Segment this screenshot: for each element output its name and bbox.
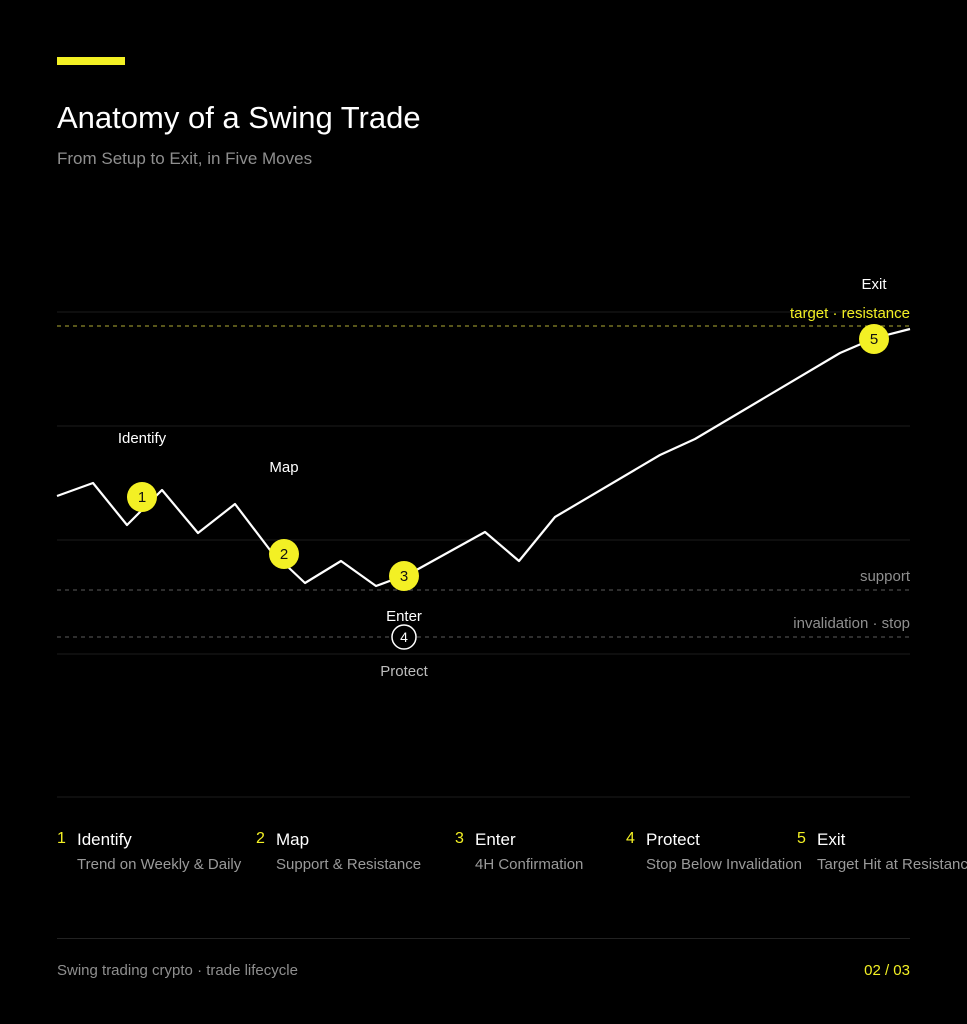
- marker-2-label: Map: [269, 459, 298, 476]
- step-title: Map: [276, 830, 310, 849]
- step-description: Trend on Weekly & Daily: [77, 856, 242, 873]
- page-subtitle: From Setup to Exit, in Five Moves: [57, 149, 313, 168]
- grid-lines: [57, 311, 910, 798]
- step-description: Stop Below Invalidation: [646, 856, 802, 873]
- marker-4: 4: [391, 624, 417, 650]
- step-number: 1: [57, 830, 66, 847]
- step-description: 4H Confirmation: [475, 856, 584, 873]
- step-number: 2: [256, 830, 265, 847]
- footer-divider: [57, 938, 910, 939]
- page-indicator: 02 / 03: [864, 962, 910, 979]
- svg-text:2: 2: [280, 546, 288, 563]
- step-number: 3: [455, 830, 464, 847]
- support-label: support: [860, 568, 911, 585]
- step-title: Exit: [817, 830, 846, 849]
- marker-4-label: Protect: [380, 663, 428, 680]
- step-title: Protect: [646, 830, 700, 849]
- marker-3-label: Enter: [386, 608, 422, 625]
- step-description: Target Hit at Resistance: [817, 856, 967, 873]
- step-title: Enter: [475, 830, 516, 849]
- marker-2: 2: [269, 539, 299, 569]
- marker-5-label: Exit: [861, 276, 887, 293]
- step-number: 4: [626, 830, 635, 847]
- step-description: Support & Resistance: [276, 856, 422, 873]
- svg-text:1: 1: [138, 489, 146, 506]
- price-path: [56, 327, 911, 588]
- marker-1: 1: [127, 482, 157, 512]
- step-title: Identify: [77, 830, 132, 849]
- page-title: Anatomy of a Swing Trade: [57, 100, 421, 135]
- svg-text:4: 4: [400, 629, 408, 645]
- target-resistance-label: target · resistance: [790, 305, 910, 322]
- svg-text:5: 5: [870, 331, 878, 348]
- marker-3: 3: [389, 561, 419, 591]
- footer-caption: Swing trading crypto · trade lifecycle: [57, 962, 298, 979]
- accent-bar: [57, 57, 125, 65]
- marker-1-label: Identify: [118, 430, 167, 447]
- stop-label: invalidation · stop: [793, 615, 910, 632]
- step-number: 5: [797, 830, 806, 847]
- marker-5: 5: [859, 324, 889, 354]
- svg-text:3: 3: [400, 568, 408, 585]
- step-legend: 1 Identify Trend on Weekly & Daily 2 Map…: [0, 828, 967, 888]
- swing-trade-diagram: target · resistance support invalidation…: [56, 276, 911, 798]
